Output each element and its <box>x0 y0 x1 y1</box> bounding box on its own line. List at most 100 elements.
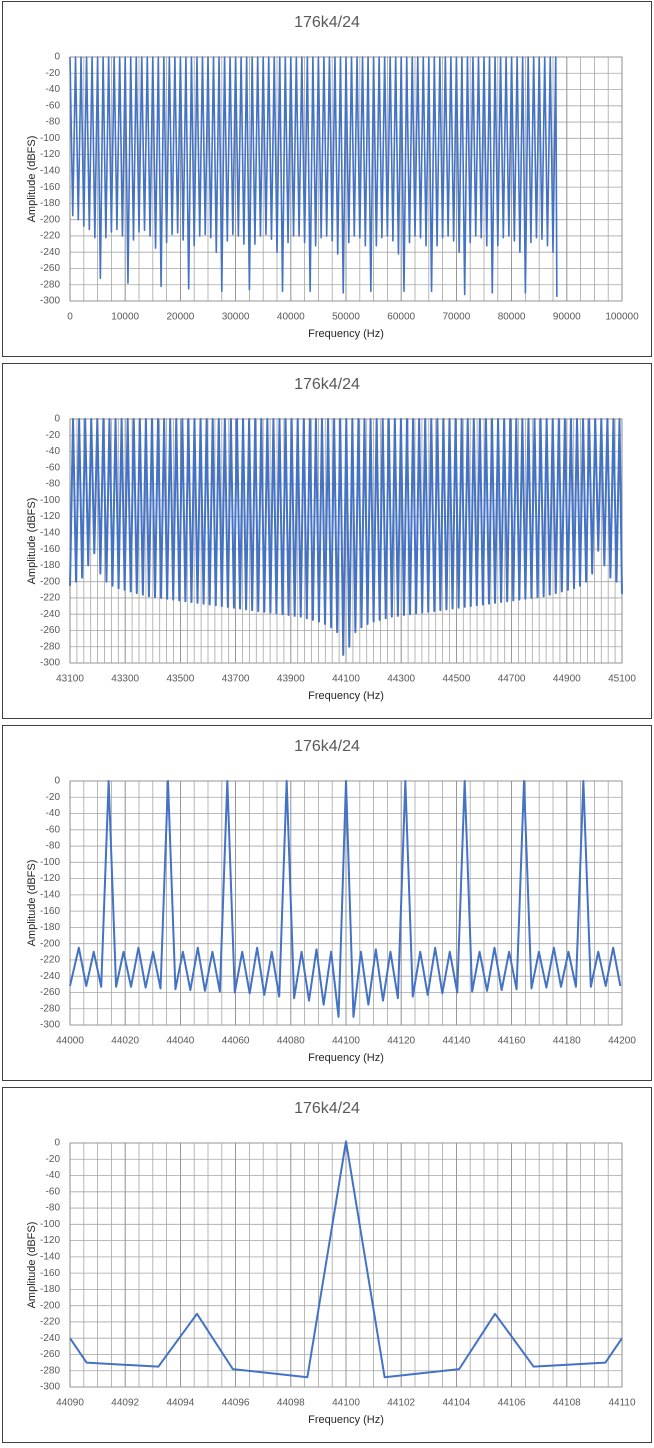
y-tick-label: -140 <box>40 1252 60 1263</box>
y-tick-label: -20 <box>46 68 61 79</box>
y-tick-label: -300 <box>40 1382 60 1393</box>
y-tick-label: -180 <box>40 560 60 571</box>
y-tick-label: -160 <box>40 182 60 193</box>
x-tick-label: 44500 <box>442 674 470 685</box>
y-tick-label: 0 <box>54 776 60 787</box>
y-tick-label: -20 <box>46 1154 61 1165</box>
x-tick-label: 40000 <box>277 312 305 323</box>
x-axis-title: Frequency (Hz) <box>308 328 384 340</box>
x-tick-label: 44060 <box>222 1036 250 1047</box>
y-tick-label: -260 <box>40 625 60 636</box>
y-tick-label: -160 <box>40 1268 60 1279</box>
x-tick-label: 0 <box>67 312 73 323</box>
x-tick-label: 10000 <box>111 312 139 323</box>
y-tick-label: -180 <box>40 198 60 209</box>
y-tick-label: -20 <box>46 430 61 441</box>
chart-title: 176k4/24 <box>294 376 360 393</box>
y-tick-label: -60 <box>46 1186 61 1197</box>
y-tick-label: -80 <box>46 117 61 128</box>
x-tick-label: 44020 <box>111 1036 139 1047</box>
y-tick-label: -240 <box>40 247 60 258</box>
y-tick-label: -300 <box>40 1020 60 1031</box>
y-tick-label: -140 <box>40 890 60 901</box>
x-tick-label: 44160 <box>498 1036 526 1047</box>
x-axis-title: Frequency (Hz) <box>308 1052 384 1064</box>
y-tick-label: -80 <box>46 479 61 490</box>
y-tick-label: -220 <box>40 1317 60 1328</box>
x-tick-label: 44100 <box>332 674 360 685</box>
y-tick-label: 0 <box>54 52 60 63</box>
x-tick-label: 44108 <box>553 1398 581 1409</box>
y-tick-label: -220 <box>40 593 60 604</box>
y-tick-label: -220 <box>40 955 60 966</box>
x-tick-label: 90000 <box>553 312 581 323</box>
x-tick-label: 60000 <box>387 312 415 323</box>
y-tick-label: -80 <box>46 841 61 852</box>
y-tick-label: -240 <box>40 1333 60 1344</box>
y-tick-label: -260 <box>40 987 60 998</box>
chart: 176k4/24-300-280-260-240-220-200-180-160… <box>2 725 652 1081</box>
y-tick-label: -100 <box>40 495 60 506</box>
x-tick-label: 44200 <box>608 1036 636 1047</box>
y-tick-label: -140 <box>40 528 60 539</box>
x-tick-label: 43500 <box>166 674 194 685</box>
y-tick-label: -280 <box>40 641 60 652</box>
x-axis-title: Frequency (Hz) <box>308 690 384 702</box>
x-tick-label: 43900 <box>277 674 305 685</box>
y-axis-title: Amplitude (dBFS) <box>26 860 38 947</box>
panel-border <box>2 1087 652 1443</box>
y-tick-label: -240 <box>40 971 60 982</box>
chart-title: 176k4/24 <box>294 738 360 755</box>
x-tick-label: 44100 <box>332 1036 360 1047</box>
x-tick-label: 70000 <box>442 312 470 323</box>
x-tick-label: 44120 <box>387 1036 415 1047</box>
y-tick-label: -260 <box>40 1349 60 1360</box>
x-tick-label: 44040 <box>166 1036 194 1047</box>
y-tick-label: -240 <box>40 609 60 620</box>
x-tick-label: 43100 <box>56 674 84 685</box>
x-tick-label: 44090 <box>56 1398 84 1409</box>
data-line <box>69 56 558 297</box>
x-tick-label: 44000 <box>56 1036 84 1047</box>
y-tick-label: 0 <box>54 414 60 425</box>
x-tick-label: 80000 <box>498 312 526 323</box>
y-tick-label: -200 <box>40 938 60 949</box>
chart: 176k4/24-300-280-260-240-220-200-180-160… <box>2 1087 652 1443</box>
x-tick-label: 45100 <box>608 674 636 685</box>
x-tick-label: 44092 <box>111 1398 139 1409</box>
x-tick-label: 44104 <box>442 1398 470 1409</box>
x-tick-label: 44100 <box>332 1398 360 1409</box>
x-tick-label: 100000 <box>605 312 639 323</box>
chart-title: 176k4/24 <box>294 1100 360 1117</box>
y-tick-label: -160 <box>40 906 60 917</box>
y-tick-label: -40 <box>46 1170 61 1181</box>
x-tick-label: 44180 <box>553 1036 581 1047</box>
y-tick-label: -200 <box>40 1300 60 1311</box>
y-tick-label: -260 <box>40 263 60 274</box>
y-axis-title: Amplitude (dBFS) <box>26 498 38 585</box>
y-tick-label: -120 <box>40 149 60 160</box>
x-tick-label: 44098 <box>277 1398 305 1409</box>
x-tick-label: 44096 <box>222 1398 250 1409</box>
y-tick-label: -160 <box>40 544 60 555</box>
x-tick-label: 30000 <box>222 312 250 323</box>
x-tick-label: 20000 <box>166 312 194 323</box>
y-tick-label: -200 <box>40 214 60 225</box>
x-tick-label: 44900 <box>553 674 581 685</box>
data-line <box>69 418 623 656</box>
y-tick-label: -60 <box>46 462 61 473</box>
y-tick-label: -60 <box>46 100 61 111</box>
y-tick-label: -280 <box>40 279 60 290</box>
y-tick-label: -100 <box>40 857 60 868</box>
x-tick-label: 44110 <box>608 1398 636 1409</box>
x-axis-title: Frequency (Hz) <box>308 1414 384 1426</box>
y-tick-label: -120 <box>40 511 60 522</box>
y-tick-label: -180 <box>40 922 60 933</box>
y-axis-title: Amplitude (dBFS) <box>26 136 38 223</box>
x-tick-label: 44094 <box>166 1398 194 1409</box>
data-line <box>69 1140 623 1379</box>
x-tick-label: 44080 <box>277 1036 305 1047</box>
y-tick-label: -200 <box>40 576 60 587</box>
y-tick-label: -40 <box>46 446 61 457</box>
